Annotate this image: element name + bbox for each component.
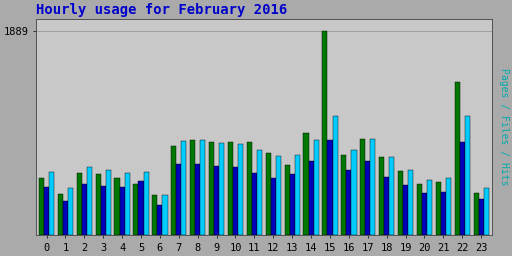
Bar <box>314 140 319 235</box>
Bar <box>370 139 375 235</box>
Bar <box>214 166 219 235</box>
Bar <box>417 184 422 235</box>
Bar <box>119 187 124 235</box>
Bar <box>115 178 119 235</box>
Bar <box>333 116 337 235</box>
Bar <box>233 167 238 235</box>
Bar <box>276 156 281 235</box>
Bar <box>171 146 176 235</box>
Bar <box>106 170 111 235</box>
Bar <box>162 196 167 235</box>
Bar <box>474 193 479 235</box>
Bar <box>365 162 370 235</box>
Bar <box>427 180 432 235</box>
Bar <box>379 157 384 235</box>
Bar <box>484 188 489 235</box>
Bar <box>63 201 68 235</box>
Y-axis label: Pages / Files / Hits: Pages / Files / Hits <box>499 68 508 186</box>
Bar <box>384 177 389 235</box>
Bar <box>138 181 143 235</box>
Bar <box>455 81 460 235</box>
Bar <box>436 182 441 235</box>
Bar <box>304 133 309 235</box>
Bar <box>152 195 157 235</box>
Bar <box>143 172 148 235</box>
Bar <box>49 172 54 235</box>
Bar <box>341 155 346 235</box>
Bar <box>101 186 106 235</box>
Bar <box>403 185 408 235</box>
Bar <box>247 142 252 235</box>
Bar <box>82 184 87 235</box>
Bar <box>408 170 413 235</box>
Bar <box>328 140 333 235</box>
Bar <box>77 173 82 235</box>
Bar <box>124 173 130 235</box>
Bar <box>58 194 63 235</box>
Bar <box>271 178 276 235</box>
Bar <box>195 164 200 235</box>
Bar <box>460 142 465 235</box>
Bar <box>68 188 73 235</box>
Bar <box>190 140 195 235</box>
Bar <box>228 142 233 235</box>
Bar <box>309 162 314 235</box>
Bar <box>389 157 394 235</box>
Bar <box>219 143 224 235</box>
Bar <box>181 141 186 235</box>
Bar <box>252 173 257 235</box>
Bar <box>346 170 351 235</box>
Bar <box>351 150 356 235</box>
Bar <box>266 153 271 235</box>
Bar <box>441 192 446 235</box>
Bar <box>157 205 162 235</box>
Bar <box>44 187 49 235</box>
Bar <box>176 164 181 235</box>
Bar <box>285 165 290 235</box>
Bar <box>133 184 138 235</box>
Bar <box>290 174 295 235</box>
Bar <box>200 140 205 235</box>
Bar <box>87 167 92 235</box>
Bar <box>446 178 451 235</box>
Bar <box>422 193 427 235</box>
Bar <box>238 144 243 235</box>
Bar <box>295 155 300 235</box>
Bar <box>465 116 470 235</box>
Bar <box>398 171 403 235</box>
Bar <box>257 150 262 235</box>
Bar <box>39 178 44 235</box>
Bar <box>323 31 328 235</box>
Bar <box>360 139 365 235</box>
Bar <box>96 174 101 235</box>
Bar <box>209 142 214 235</box>
Text: Hourly usage for February 2016: Hourly usage for February 2016 <box>36 4 287 17</box>
Bar <box>479 199 484 235</box>
